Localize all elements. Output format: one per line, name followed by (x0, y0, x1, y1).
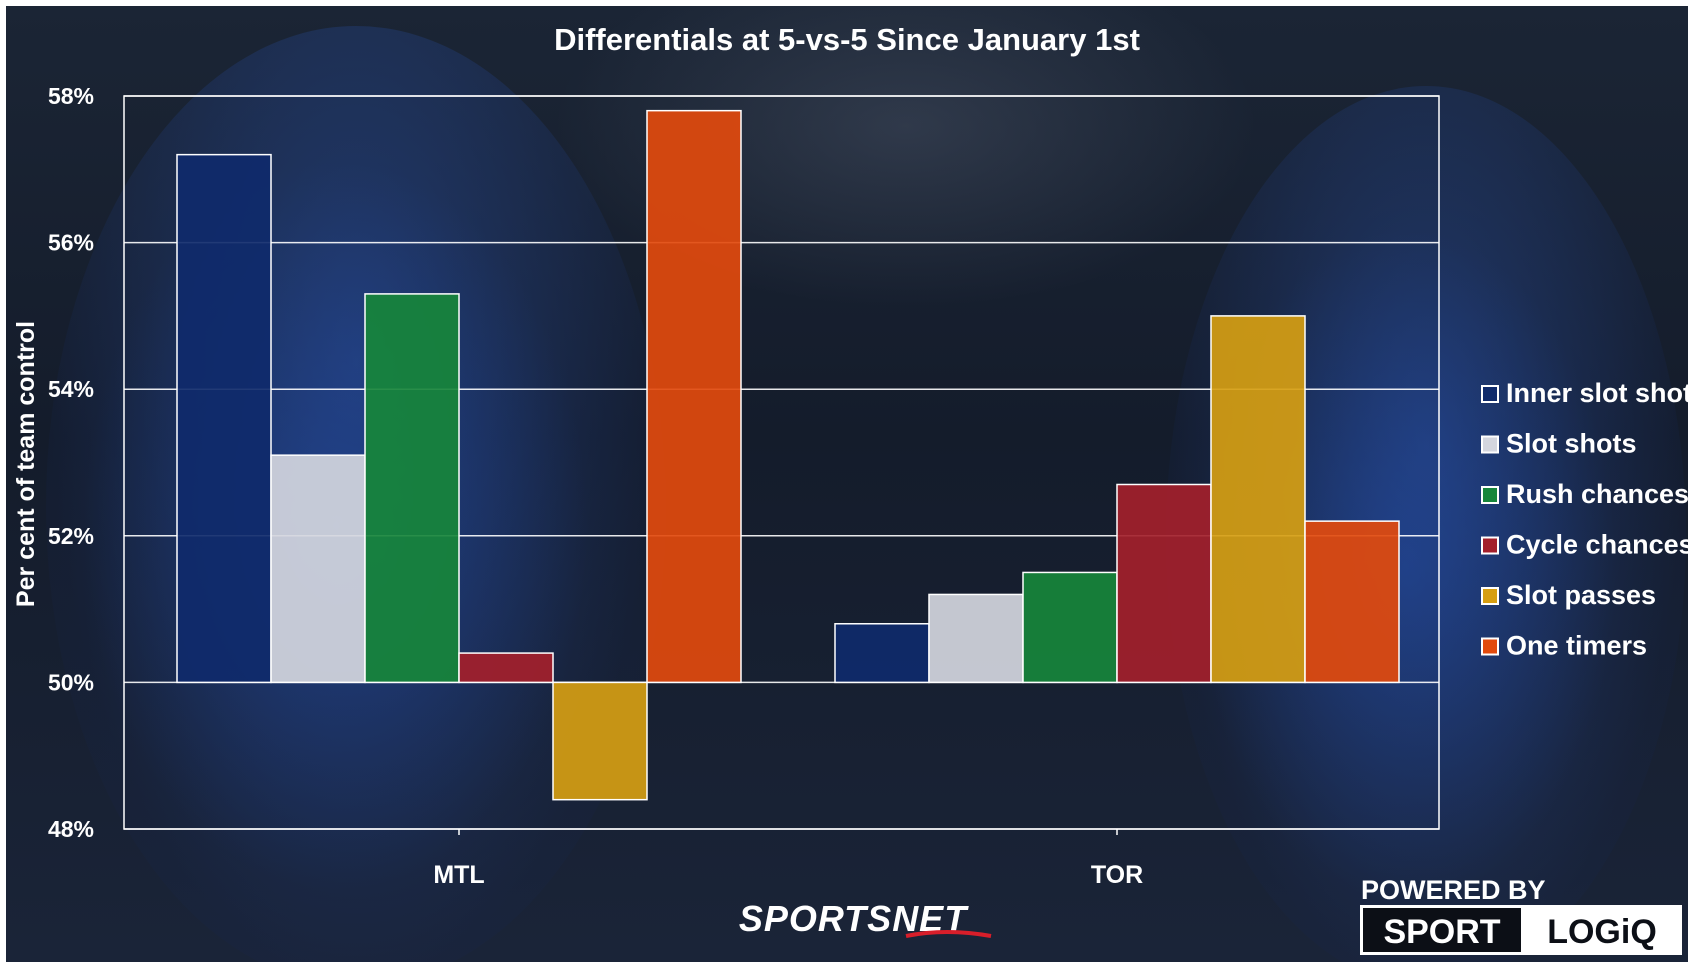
legend-label: Inner slot shots (1506, 378, 1688, 408)
legend: Inner slot shots Slot shots Rush chances Cy… (1481, 378, 1688, 661)
bars (176, 109, 1400, 835)
legend-swatch (1481, 435, 1499, 454)
legend-label: Cycle chances (1506, 530, 1688, 560)
bar-mtl-one-timers (646, 109, 742, 684)
bar-tor-one-timers (1304, 520, 1400, 684)
legend-label: Rush chances (1506, 479, 1688, 509)
y-tick-label: 56% (48, 230, 94, 256)
y-tick-label: 58% (48, 83, 94, 109)
sportlogiq-left-word: SPORT (1383, 913, 1500, 951)
bar-tor-rush-chances (1022, 571, 1118, 684)
x-category-label: MTL (433, 861, 484, 889)
legend-swatch (1481, 486, 1499, 504)
y-tick-label: 50% (48, 669, 94, 695)
legend-swatch (1481, 637, 1499, 656)
y-tick-label: 54% (48, 376, 94, 402)
y-tick-label: 48% (48, 816, 94, 842)
y-axis-ticks: 48% 50% 52% 54% 56% 58% (48, 83, 94, 842)
bar-tor-slot-passes (1210, 315, 1306, 684)
legend-swatch (1481, 587, 1499, 605)
bar-mtl-slot-shots (270, 454, 366, 684)
bar-mtl-cycle-chances (458, 652, 554, 684)
chart-frame: Differentials at 5-vs-5 Since January 1s… (6, 6, 1688, 962)
chart-title: Differentials at 5-vs-5 Since January 1s… (554, 22, 1140, 57)
legend-label: One timers (1506, 631, 1647, 661)
y-tick-label: 52% (48, 523, 94, 549)
x-axis-categories: MTL TOR (433, 861, 1143, 889)
bar-mtl-rush-chances (364, 293, 460, 684)
legend-swatch (1481, 536, 1499, 555)
bar-tor-cycle-chances (1116, 483, 1212, 684)
legend-label: Slot shots (1506, 429, 1637, 459)
bar-mtl-slot-passes (552, 681, 648, 801)
sportlogiq-dark-half (1363, 908, 1521, 952)
plot-area-border (123, 95, 1440, 830)
sportsnet-logo: SPORTSNET (739, 898, 992, 939)
bar-tor-slot-shots (928, 593, 1024, 684)
x-category-label: TOR (1091, 861, 1143, 889)
bar-tor-inner-slot-shots (834, 623, 930, 684)
sportlogiq-logo: POWERED BY SPORT LOGiQ (1360, 875, 1682, 955)
powered-by-label: POWERED BY (1361, 875, 1546, 905)
bar-chart: Differentials at 5-vs-5 Since January 1s… (12, 22, 1688, 955)
legend-swatch (1481, 385, 1499, 403)
sportlogiq-right-word: LOGiQ (1547, 913, 1657, 951)
sportsnet-swoosh-icon (905, 930, 992, 938)
bar-mtl-inner-slot-shots (176, 153, 272, 684)
y-axis-label: Per cent of team control (12, 321, 40, 607)
legend-label: Slot passes (1506, 580, 1656, 610)
